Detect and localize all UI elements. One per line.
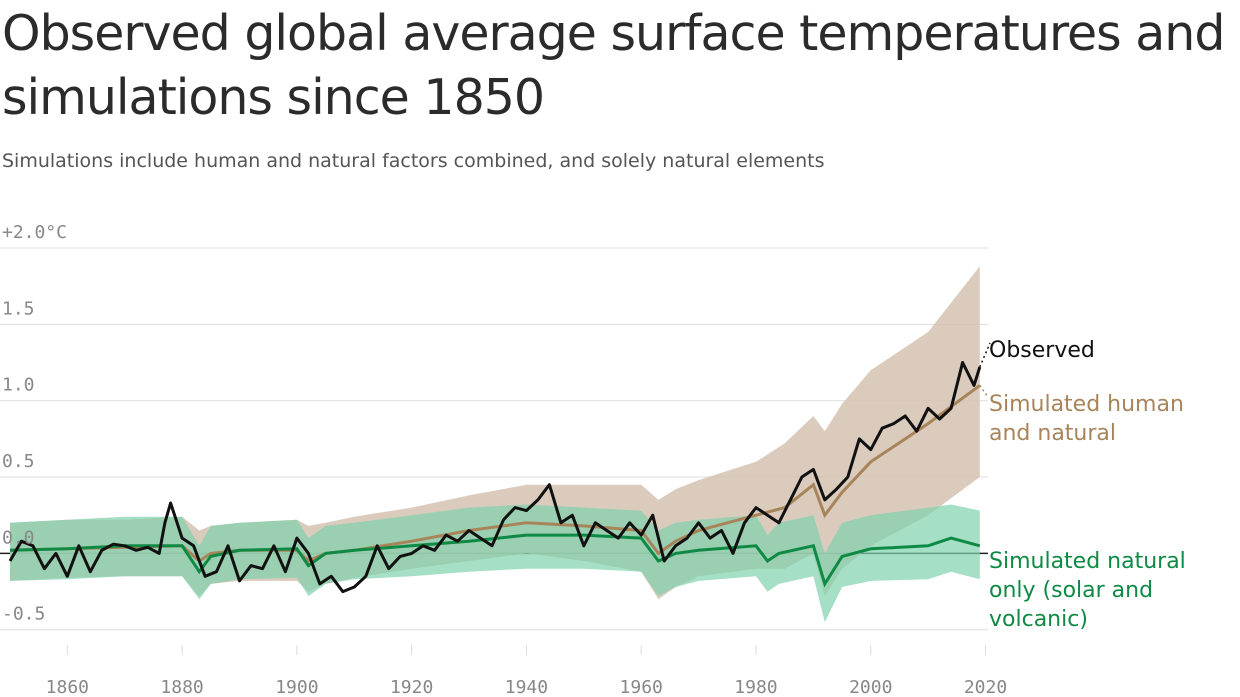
human-natural-range-band (10, 266, 980, 600)
y-tick-label: 0.0 (2, 527, 35, 548)
x-tick-label: 1900 (275, 677, 318, 697)
line-layer (8, 361, 982, 594)
x-tick-label: 1940 (505, 677, 548, 697)
human-natural-label: and natural (989, 421, 1116, 446)
human-natural-series-line (9, 384, 981, 563)
x-tick-label: 1960 (620, 677, 663, 697)
x-tick-label: 1920 (390, 677, 433, 697)
chart-subtitle: Simulations include human and natural fa… (2, 150, 825, 172)
label-layer: Observed Simulated human and natural Simula… (979, 338, 1186, 632)
observed-label: Observed (989, 338, 1095, 363)
natural-only-series-line (9, 533, 981, 588)
chart-title: Observed global average surface temperat… (2, 5, 1225, 126)
tick-layer: +2.0°C 1.5 1.0 0.5 0.0 -0.5 1860 1880 1900 1920 19… (2, 222, 1007, 697)
observed-leader-line (979, 342, 991, 368)
natural-only-label: volcanic) (989, 607, 1088, 632)
natural-only-label: only (solar and (989, 578, 1153, 603)
x-tick-label: 2000 (849, 677, 892, 697)
x-tick-label: 2020 (964, 677, 1007, 697)
human-natural-leader-line (979, 384, 989, 398)
y-tick-label: 0.5 (2, 451, 35, 472)
natural-only-range-band (10, 504, 980, 623)
y-tick-label: 1.0 (2, 375, 35, 396)
y-tick-label: -0.5 (2, 604, 45, 625)
y-tick-label: +2.0°C (2, 222, 67, 243)
x-tick-label: 1980 (734, 677, 777, 697)
y-tick-label: 1.5 (2, 298, 35, 319)
x-tick-label: 1860 (46, 677, 89, 697)
band-layer (10, 266, 980, 623)
natural-only-label: Simulated natural (989, 549, 1186, 574)
human-natural-label: Simulated human (989, 392, 1184, 417)
x-tick-label: 1880 (160, 677, 203, 697)
observed-series-line (8, 361, 982, 594)
